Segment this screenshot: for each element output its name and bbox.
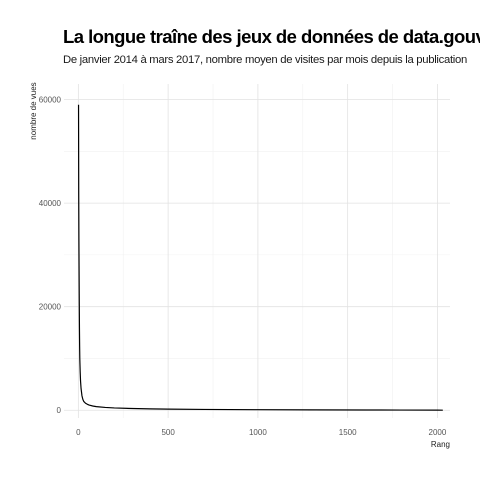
chart-title: La longue traîne des jeux de données de … xyxy=(63,26,480,47)
y-tick-label: 20000 xyxy=(39,303,62,312)
series-line xyxy=(77,104,443,411)
chart-subtitle: De janvier 2014 à mars 2017, nombre moye… xyxy=(63,54,467,66)
x-tick-labels: 0 500 1000 1500 2000 xyxy=(76,428,447,437)
grid-lines xyxy=(64,84,450,418)
y-tick-label: 0 xyxy=(57,406,62,415)
x-tick-label: 1000 xyxy=(249,428,267,437)
y-tick-label: 40000 xyxy=(39,199,62,208)
x-tick-label: 1500 xyxy=(339,428,357,437)
series-group xyxy=(77,104,443,411)
x-tick-label: 2000 xyxy=(429,428,447,437)
y-tick-label: 60000 xyxy=(39,96,62,105)
y-tick-labels: 0 20000 40000 60000 xyxy=(39,96,62,416)
x-axis-label: Rang xyxy=(431,440,450,449)
x-tick-label: 0 xyxy=(76,428,81,437)
x-tick-label: 500 xyxy=(161,428,175,437)
y-axis-label: nombre de vues xyxy=(29,82,38,139)
